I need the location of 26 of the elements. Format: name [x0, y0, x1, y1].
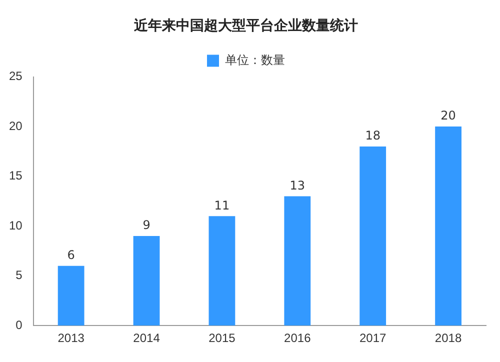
y-tick-label: 10 — [8, 218, 23, 232]
data-label: 6 — [67, 248, 75, 262]
x-tick-label: 2013 — [58, 331, 85, 346]
bar — [284, 196, 311, 326]
y-tick-label: 20 — [8, 118, 23, 133]
bar — [360, 146, 386, 326]
x-tick-label: 2018 — [434, 331, 462, 346]
chart-title: 近年来中国超大型平台企业数量统计 — [133, 17, 358, 34]
bar — [133, 236, 160, 326]
y-tick-label: 0 — [16, 318, 23, 332]
data-label: 20 — [440, 108, 456, 123]
data-label: 11 — [214, 198, 230, 212]
data-label: 13 — [290, 178, 306, 192]
legend-label: 单位：数量 — [225, 52, 285, 67]
x-tick-label: 2016 — [284, 331, 312, 346]
bar — [208, 216, 236, 326]
y-tick-label: 25 — [8, 69, 23, 84]
x-tick-label: 2015 — [208, 331, 236, 346]
bar — [435, 126, 462, 326]
bar — [58, 266, 84, 326]
y-tick-label: 15 — [8, 168, 23, 183]
data-label: 18 — [365, 128, 380, 143]
x-tick-label: 2014 — [133, 331, 160, 346]
y-tick-label: 5 — [16, 268, 23, 282]
data-label: 9 — [142, 218, 150, 232]
x-tick-label: 2017 — [359, 331, 387, 346]
